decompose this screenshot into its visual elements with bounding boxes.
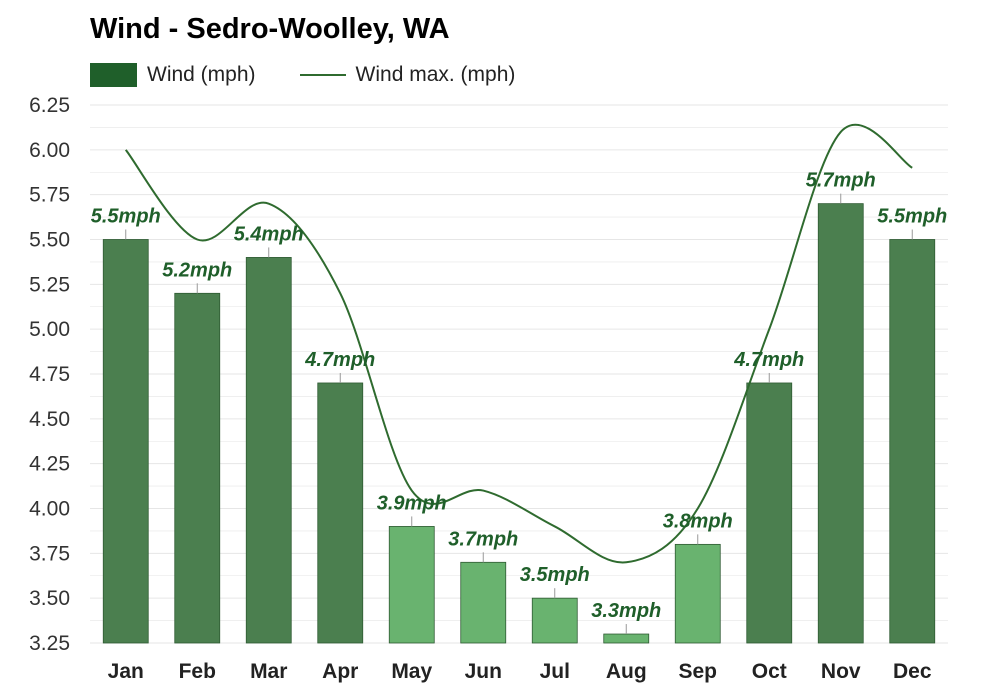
x-axis-ticks: Jan Feb Mar Apr May Jun Jul Aug Sep Oct Nov Dec xyxy=(108,660,932,683)
y-tick-label: 5.50 xyxy=(29,229,70,252)
bar-aug xyxy=(603,633,650,644)
x-tick-label-oct: Oct xyxy=(752,660,787,683)
y-tick-label: 4.00 xyxy=(29,498,70,521)
y-tick-label: 5.00 xyxy=(29,318,70,341)
wind-max-line-path xyxy=(124,123,913,564)
y-tick-label: 4.50 xyxy=(29,408,70,431)
y-tick-label: 6.00 xyxy=(29,139,70,162)
y-tick-label: 3.50 xyxy=(29,587,70,610)
x-tick-label-jul: Jul xyxy=(540,660,570,683)
x-tick-label-may: May xyxy=(391,660,432,683)
x-tick-label-mar: Mar xyxy=(250,660,287,683)
bar-label-aug: 3.3mph xyxy=(591,600,661,622)
y-axis-ticks: 6.25 6.00 5.75 5.50 5.25 5.00 4.75 4.50 4.25 4.00… xyxy=(29,94,70,655)
legend-bar-swatch xyxy=(90,63,137,87)
bar-label-feb: 5.2mph xyxy=(162,259,232,281)
y-tick-label: 5.75 xyxy=(29,184,70,207)
x-tick-label-jan: Jan xyxy=(108,660,144,683)
bar-label-jan: 5.5mph xyxy=(91,206,161,228)
bar-label-mar: 5.4mph xyxy=(234,223,304,245)
y-tick-label: 4.75 xyxy=(29,363,70,386)
x-tick-label-apr: Apr xyxy=(322,660,358,683)
bar-mar xyxy=(245,257,292,644)
bar-label-apr: 4.7mph xyxy=(304,349,375,371)
bar-jun xyxy=(460,561,507,644)
bar-label-jul: 3.5mph xyxy=(520,564,590,586)
bar-apr xyxy=(317,382,364,644)
bar-label-sep: 3.8mph xyxy=(663,510,733,532)
x-tick-label-feb: Feb xyxy=(179,660,216,683)
bars xyxy=(102,193,936,644)
legend-wind-label: Wind (mph) xyxy=(147,63,256,86)
bar-jan xyxy=(102,239,149,644)
bar-label-oct: 4.7mph xyxy=(733,349,804,371)
bar-may xyxy=(388,526,435,644)
bar-feb xyxy=(174,292,221,644)
bar-dec xyxy=(889,239,936,644)
y-tick-label: 6.25 xyxy=(29,94,70,117)
legend-line-swatch xyxy=(299,74,346,76)
bar-sep xyxy=(674,543,721,644)
grid-lines xyxy=(90,104,948,644)
y-tick-label: 3.25 xyxy=(29,632,70,655)
y-tick-label: 3.75 xyxy=(29,542,70,565)
bar-label-jun: 3.7mph xyxy=(448,528,518,550)
bar-label-may: 3.9mph xyxy=(377,492,447,514)
x-tick-label-aug: Aug xyxy=(606,660,647,683)
x-tick-label-dec: Dec xyxy=(893,660,932,683)
y-tick-label: 4.25 xyxy=(29,453,70,476)
wind-max-line xyxy=(124,123,913,564)
bar-nov xyxy=(817,203,864,644)
bar-oct xyxy=(746,382,793,644)
legend-wind-max-label: Wind max. (mph) xyxy=(355,63,516,86)
bar-label-dec: 5.5mph xyxy=(877,206,947,228)
legend: Wind (mph) Wind max. (mph) xyxy=(90,62,515,88)
x-tick-label-sep: Sep xyxy=(678,660,717,683)
bar-jul xyxy=(531,597,578,644)
x-tick-label-jun: Jun xyxy=(465,660,502,683)
y-tick-label: 5.25 xyxy=(29,273,70,296)
chart-title: Wind - Sedro-Woolley, WA xyxy=(90,13,450,45)
bar-label-nov: 5.7mph xyxy=(806,170,876,192)
x-tick-label-nov: Nov xyxy=(821,660,861,683)
